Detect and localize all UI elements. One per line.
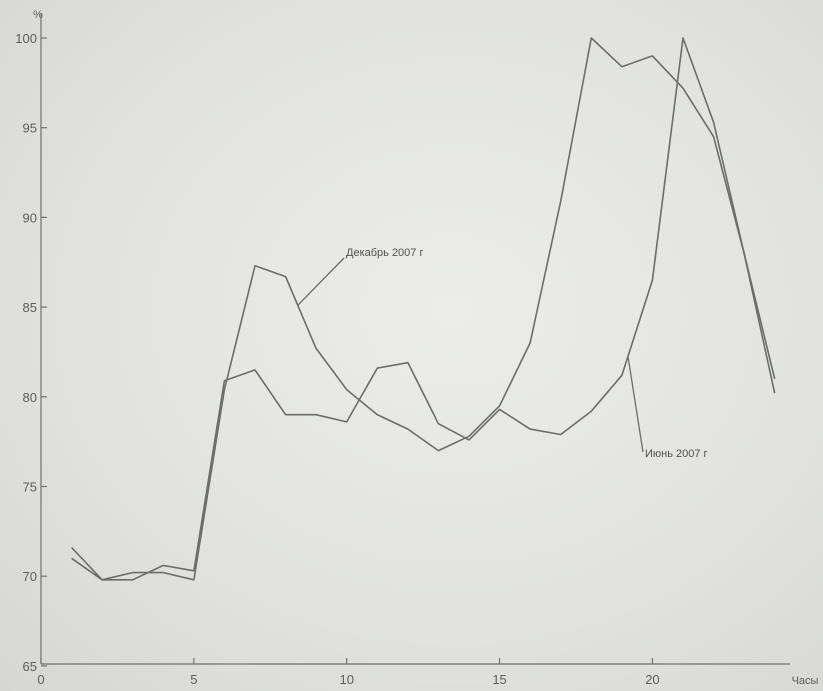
series-line-1: [71, 37, 776, 581]
y-tick-label: 80: [23, 390, 37, 405]
y-tick-label: 90: [23, 210, 37, 225]
annotations: Декабрь 2007 г Июнь 2007 г: [297, 247, 708, 460]
x-tick-label: 15: [492, 672, 506, 687]
series-layer: [71, 37, 776, 581]
y-tick-label: 95: [23, 121, 37, 136]
annotation-leader-line: [297, 257, 345, 306]
y-tick-label: 100: [15, 31, 37, 46]
y-ticks: 65 70 75 80 85 90 95 100: [15, 31, 47, 674]
x-axis-unit-label: Часы: [792, 675, 819, 687]
x-tick-label: 0: [37, 672, 44, 687]
series-line-0: [71, 37, 776, 581]
series-annotation-label: Декабрь 2007 г: [346, 247, 423, 259]
x-tick-label: 20: [645, 672, 659, 687]
x-tick-label: 5: [190, 672, 197, 687]
x-ticks: 0 5 10 15 20: [37, 658, 660, 687]
annotation-leader-line: [627, 356, 644, 453]
y-tick-label: 65: [23, 659, 37, 674]
y-tick-label: 75: [23, 480, 37, 495]
axes: % Часы: [33, 9, 818, 687]
x-tick-label: 10: [339, 672, 353, 687]
series-annotation-label: Июнь 2007 г: [645, 448, 708, 460]
y-tick-label: 85: [23, 300, 37, 315]
y-axis-unit-label: %: [33, 9, 43, 21]
y-tick-label: 70: [23, 569, 37, 584]
